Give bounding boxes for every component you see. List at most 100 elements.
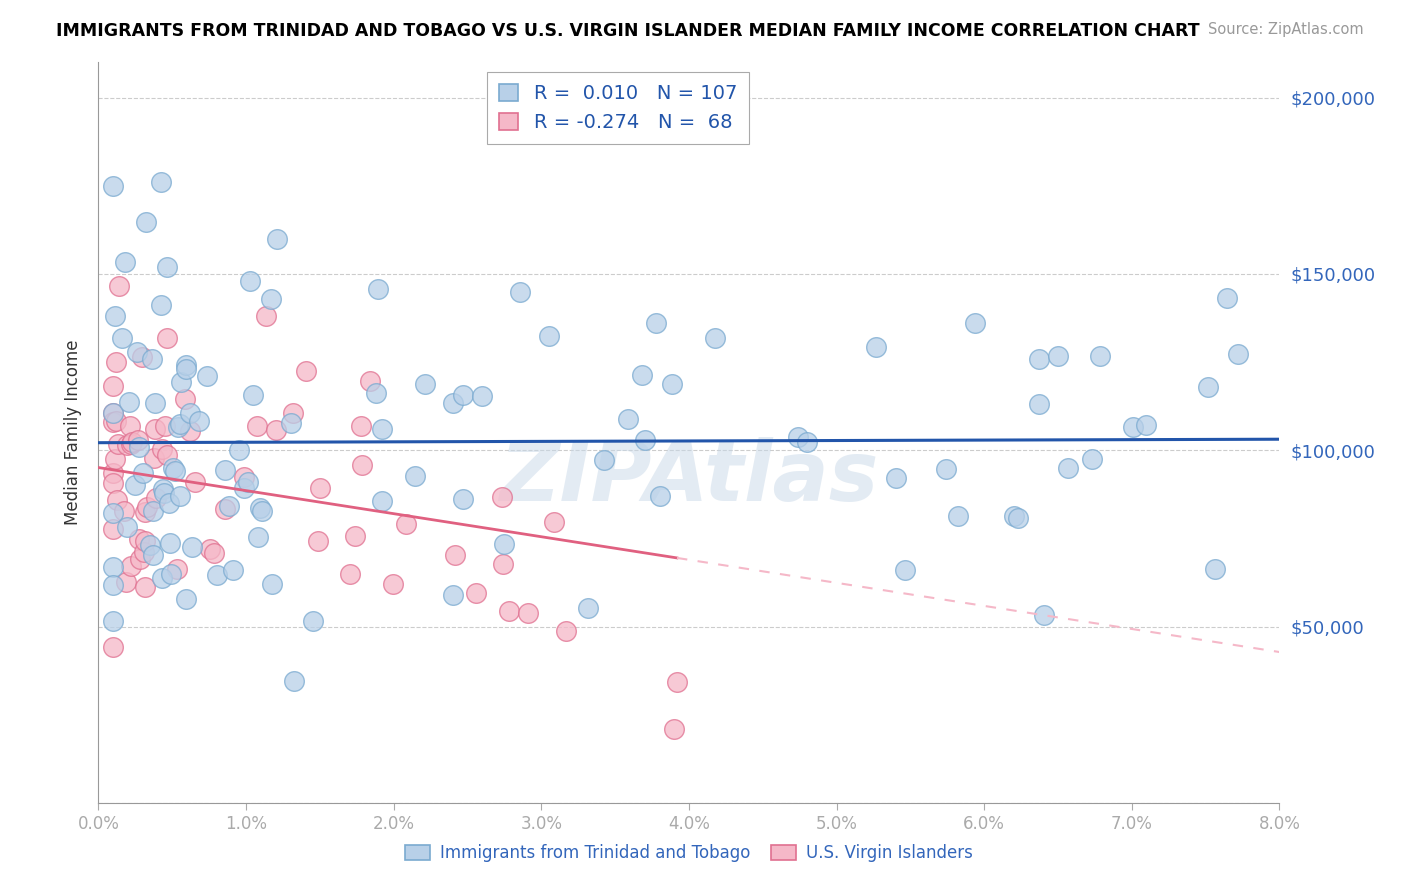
Point — [108, 278, 131, 293]
Point — [665, 675, 688, 690]
Point — [214, 502, 236, 516]
Point — [200, 541, 222, 556]
Point — [283, 674, 305, 689]
Point — [662, 723, 685, 737]
Point — [704, 331, 727, 345]
Point — [1032, 607, 1054, 622]
Point — [538, 329, 561, 343]
Text: Source: ZipAtlas.com: Source: ZipAtlas.com — [1208, 22, 1364, 37]
Point — [239, 274, 262, 288]
Point — [169, 489, 191, 503]
Point — [280, 416, 302, 430]
Point — [173, 392, 195, 406]
Point — [894, 563, 917, 577]
Point — [443, 548, 465, 562]
Point — [1057, 460, 1080, 475]
Point — [413, 376, 436, 391]
Legend: Immigrants from Trinidad and Tobago, U.S. Virgin Islanders: Immigrants from Trinidad and Tobago, U.S… — [399, 838, 979, 869]
Point — [139, 538, 162, 552]
Point — [112, 504, 135, 518]
Point — [1090, 350, 1112, 364]
Point — [142, 451, 165, 466]
Point — [963, 316, 986, 330]
Point — [155, 260, 177, 274]
Point — [367, 282, 389, 296]
Point — [616, 412, 638, 426]
Point — [114, 575, 136, 590]
Point — [349, 419, 371, 434]
Point — [150, 175, 173, 189]
Point — [1227, 346, 1250, 360]
Point — [150, 571, 173, 585]
Point — [115, 438, 138, 452]
Point — [865, 340, 887, 354]
Point — [228, 442, 250, 457]
Point — [302, 614, 325, 628]
Point — [370, 422, 392, 436]
Point — [135, 500, 157, 515]
Point — [266, 232, 288, 246]
Point — [134, 533, 156, 548]
Point — [471, 388, 494, 402]
Point — [498, 603, 520, 617]
Point — [103, 578, 125, 592]
Point — [118, 419, 141, 434]
Point — [350, 458, 373, 472]
Point — [1135, 417, 1157, 432]
Point — [131, 350, 153, 364]
Point — [132, 467, 155, 481]
Point — [150, 298, 173, 312]
Point — [143, 395, 166, 409]
Point — [884, 471, 907, 485]
Point — [103, 406, 125, 420]
Point — [441, 396, 464, 410]
Point — [214, 463, 236, 477]
Point — [796, 434, 818, 449]
Point — [787, 430, 810, 444]
Point — [134, 580, 156, 594]
Point — [634, 434, 657, 448]
Point — [260, 292, 283, 306]
Point — [179, 406, 201, 420]
Point — [264, 424, 287, 438]
Point — [509, 285, 531, 299]
Point — [103, 559, 125, 574]
Point — [143, 421, 166, 435]
Point — [141, 351, 163, 366]
Point — [166, 562, 188, 576]
Point — [948, 509, 970, 524]
Point — [1204, 562, 1226, 576]
Point — [344, 529, 367, 543]
Point — [169, 417, 191, 431]
Point — [451, 491, 474, 506]
Text: IMMIGRANTS FROM TRINIDAD AND TOBAGO VS U.S. VIRGIN ISLANDER MEDIAN FAMILY INCOME: IMMIGRANTS FROM TRINIDAD AND TOBAGO VS U… — [56, 22, 1199, 40]
Point — [578, 601, 600, 615]
Point — [661, 376, 683, 391]
Point — [254, 310, 277, 324]
Point — [1216, 291, 1239, 305]
Point — [128, 440, 150, 454]
Point — [262, 577, 284, 591]
Point — [103, 378, 125, 392]
Point — [174, 358, 197, 372]
Point — [222, 563, 245, 577]
Point — [142, 548, 165, 562]
Point — [1007, 511, 1029, 525]
Point — [104, 451, 127, 466]
Point — [1028, 397, 1050, 411]
Point — [218, 499, 240, 513]
Point — [155, 419, 177, 434]
Point — [517, 607, 540, 621]
Point — [233, 470, 256, 484]
Point — [159, 495, 181, 509]
Point — [103, 506, 125, 520]
Point — [1047, 349, 1070, 363]
Point — [249, 501, 271, 516]
Point — [111, 331, 134, 345]
Text: ZIPAtlas: ZIPAtlas — [499, 436, 879, 517]
Point — [103, 178, 125, 193]
Point — [404, 469, 426, 483]
Point — [152, 483, 174, 497]
Point — [242, 388, 264, 402]
Point — [1081, 452, 1104, 467]
